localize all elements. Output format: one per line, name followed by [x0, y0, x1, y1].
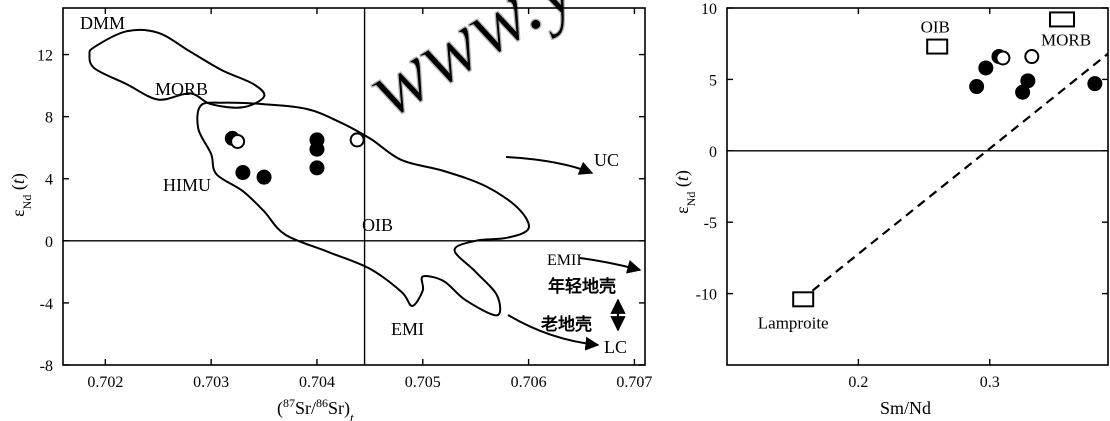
left-y-axis-label: εNd (t)	[8, 173, 34, 217]
left-reference-lines	[63, 8, 645, 365]
label-dmm: DMM	[80, 13, 125, 33]
right-filled-point	[978, 60, 994, 76]
right-y-tick-label: 10	[701, 1, 717, 18]
label-lc: LC	[604, 337, 627, 357]
right-filled-point	[1087, 76, 1103, 92]
left-chart: 0.702 0.703 0.704 0.705 0.706 0.707-8-404812 …	[8, 7, 652, 421]
square-marker-oib	[926, 38, 949, 55]
right-open-point	[1024, 49, 1040, 65]
left-filled-point	[309, 160, 325, 176]
label-morb: MORB	[155, 79, 208, 99]
right-square-markers: OIB MORB Lamproite	[758, 11, 1091, 332]
label-oib: OIB	[362, 215, 393, 235]
dashed-trend-line	[811, 52, 1109, 292]
label-uc: UC	[594, 150, 619, 170]
left-data-points	[224, 130, 365, 185]
right-dashed-trend	[811, 52, 1109, 292]
right-x-tick-label: 0.3	[980, 374, 1000, 391]
right-y-tick-label: -5	[704, 215, 717, 232]
right-open-point	[995, 50, 1011, 66]
left-plot-frame	[62, 7, 646, 366]
right-y-axis-label: εNd (t)	[672, 170, 698, 214]
left-y-tick-label: -4	[40, 296, 53, 313]
right-ticks: 0.2 0.3 -10 -5 0 5 10	[696, 1, 1108, 391]
right-data-points	[969, 49, 1103, 100]
square-label-morb: MORB	[1041, 30, 1091, 49]
left-x-tick-label: 0.706	[511, 374, 547, 391]
right-chart: 0.2 0.3 -10 -5 0 5 10 OIB MORB Lamproite Sm/Nd ε…	[672, 1, 1109, 418]
left-x-tick-label: 0.705	[405, 374, 441, 391]
right-y-tick-label: 5	[709, 72, 717, 89]
left-filled-point	[235, 165, 251, 181]
left-y-tick-label: -8	[40, 358, 53, 375]
right-filled-point	[969, 79, 985, 95]
label-himu: HIMU	[163, 175, 211, 195]
field-morb	[88, 28, 266, 109]
square-marker-lamproite	[792, 291, 815, 308]
left-trend-arrows	[505, 156, 642, 351]
left-open-point	[349, 132, 365, 148]
right-plot-frame	[726, 7, 1109, 366]
left-y-tick-label: 8	[45, 110, 53, 127]
square-marker-morb	[1049, 11, 1076, 28]
arrow-emii	[579, 257, 642, 274]
watermark: www.ysKW.com	[349, 0, 862, 136]
left-y-tick-label: 0	[45, 234, 53, 251]
left-filled-point	[309, 141, 325, 157]
label-old-crust: 老地壳	[540, 314, 592, 335]
left-x-axis-label: (87Sr/86Sr)t	[277, 396, 354, 421]
right-filled-point	[1015, 84, 1031, 100]
left-x-tick-label: 0.702	[87, 374, 123, 391]
field-oib	[196, 101, 530, 317]
left-filled-point	[256, 169, 272, 185]
left-ticks: 0.702 0.703 0.704 0.705 0.706 0.707 -8 -4 0 4 8 12	[37, 8, 652, 391]
left-x-tick-label: 0.704	[299, 374, 335, 391]
right-y-tick-label: -10	[696, 287, 717, 304]
square-label-oib: OIB	[921, 18, 950, 37]
right-x-axis-label: Sm/Nd	[880, 398, 931, 418]
left-open-point	[230, 133, 246, 149]
square-label-lamproite: Lamproite	[758, 313, 829, 332]
left-x-tick-label: 0.703	[193, 374, 229, 391]
arrow-uc	[505, 156, 594, 175]
left-y-tick-label: 4	[45, 172, 53, 189]
right-x-tick-label: 0.2	[848, 374, 868, 391]
arrow-lc	[507, 314, 600, 351]
label-emii: EMII	[547, 252, 582, 269]
left-fields	[88, 28, 530, 317]
label-young-crust: 年轻地壳	[548, 276, 616, 297]
label-emi: EMI	[391, 319, 424, 339]
right-y-tick-label: 0	[709, 144, 717, 161]
left-y-tick-label: 12	[37, 48, 53, 65]
right-filled-point	[1020, 73, 1036, 89]
left-x-tick-label: 0.707	[616, 374, 652, 391]
